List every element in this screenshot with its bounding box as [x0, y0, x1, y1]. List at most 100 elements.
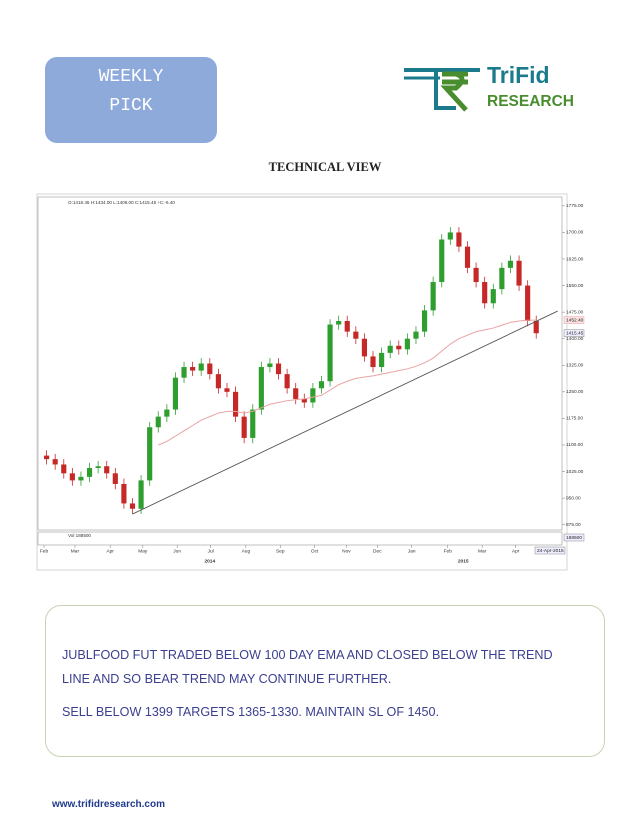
candle-body — [69, 473, 75, 481]
candle-body — [121, 483, 127, 504]
candle-body — [207, 363, 213, 375]
y-tick-label: 875.00 — [566, 522, 581, 528]
candle-body — [78, 476, 84, 481]
logo-shape — [434, 68, 456, 110]
price-tag-box — [563, 329, 585, 337]
x-tick-label: Mar — [71, 548, 80, 554]
price-tag-box — [563, 316, 585, 324]
rupee-icon — [440, 71, 468, 112]
candle-body — [413, 331, 419, 339]
y-tick-label: 1550.00 — [566, 283, 584, 289]
volume-label: Vol 188500 — [68, 533, 91, 538]
weekly-badge: WEEKLY PICK — [45, 57, 217, 143]
x-tick-label: Feb — [444, 548, 453, 554]
section-title: TECHNICAL VIEW — [268, 160, 382, 174]
footer-link: www.trifidresearch.com — [52, 799, 165, 810]
candle-body — [293, 388, 299, 399]
y-tick-label: 1700.00 — [566, 230, 584, 236]
candle-body — [104, 466, 110, 474]
date-tag: 24-Apr-2015 — [537, 548, 564, 554]
candle-body — [507, 260, 514, 268]
volume-tag: 188500 — [566, 535, 582, 541]
year-label: 2015 — [458, 558, 469, 564]
logo-tagline: RESEARCH — [487, 93, 574, 110]
candle-body — [396, 345, 402, 350]
y-tick-label: 1475.00 — [566, 309, 584, 315]
y-tick-label: 1400.00 — [566, 336, 584, 342]
year-label: 2014 — [204, 558, 215, 564]
candle-body — [190, 367, 196, 371]
candle-body — [258, 367, 264, 410]
candle-body — [198, 363, 204, 371]
price-tag: 1415.45 — [566, 330, 584, 336]
logo-name: TriFid — [487, 62, 550, 88]
candle-body — [301, 398, 307, 403]
y-tick-label: 1775.00 — [566, 203, 584, 209]
candle-body — [129, 503, 136, 509]
volume-panel — [37, 531, 563, 546]
candle-body — [275, 363, 282, 375]
candle-body — [232, 391, 239, 417]
badge-line: WEEKLY — [98, 67, 164, 87]
x-tick-label: Jun — [173, 548, 181, 554]
candle-body — [344, 320, 350, 332]
candle-body — [473, 267, 479, 283]
candle-body — [516, 260, 522, 286]
y-tick-label: 1175.00 — [566, 416, 583, 422]
candle-body — [138, 480, 144, 509]
y-tick-label: 1025.00 — [566, 469, 584, 475]
x-tick-label: Jan — [408, 548, 416, 554]
y-tick-label: 1325.00 — [566, 363, 584, 369]
candle-body — [490, 289, 496, 304]
candle-body — [499, 267, 505, 290]
candle-body — [353, 331, 359, 339]
candle-body — [533, 320, 539, 334]
candle-body — [421, 310, 428, 332]
candle-body — [95, 466, 101, 469]
x-tick-label: Feb — [40, 548, 49, 554]
ohlc-info: O:1418.45 H:1434.00 L:1406.00 C:1415.45 … — [68, 200, 175, 205]
candle-body — [52, 459, 58, 465]
x-tick-label: Apr — [512, 548, 520, 554]
candle-body — [361, 338, 368, 357]
volume-tag-box — [563, 533, 585, 542]
candle-body — [267, 363, 273, 368]
date-tag-box — [534, 546, 566, 555]
candle-body — [241, 416, 247, 438]
x-tick-label: Dec — [373, 548, 382, 554]
candle-body — [224, 388, 230, 392]
candle-body — [464, 246, 471, 268]
x-tick-label: Mar — [478, 548, 487, 554]
x-tick-label: Nov — [342, 548, 351, 554]
plot-area — [37, 196, 563, 531]
candle-body — [86, 468, 93, 477]
y-tick-label: 1625.00 — [566, 256, 584, 262]
chart: O:1418.45 H:1434.00 L:1406.00 C:1415.45 … — [36, 193, 585, 571]
price-tag: 1452.40 — [566, 317, 584, 323]
candle-body — [250, 409, 256, 438]
candle-body — [379, 352, 385, 368]
x-tick-label: May — [138, 548, 148, 554]
candle-body — [61, 464, 67, 474]
candle-body — [370, 356, 376, 368]
candle-body — [439, 239, 445, 283]
x-tick-label: Sep — [276, 548, 285, 554]
y-tick-label: 950.00 — [566, 495, 581, 501]
x-tick-label: Jul — [208, 548, 214, 554]
commentary: JUBLFOOD FUT TRADED BELOW 100 DAY EMA AN… — [62, 643, 562, 733]
commentary-box — [45, 605, 605, 757]
candle-body — [284, 374, 290, 389]
y-tick-label: 1250.00 — [566, 389, 584, 395]
x-tick-label: Oct — [311, 548, 319, 554]
candle-body — [318, 381, 325, 389]
candle-body — [112, 473, 118, 484]
candle-body — [430, 282, 436, 311]
badge-line: PICK — [109, 96, 153, 116]
chart-frame — [36, 193, 568, 571]
x-tick-label: Apr — [106, 548, 114, 554]
candle-body — [387, 345, 393, 353]
candle-body — [327, 324, 333, 382]
candle-body — [482, 282, 488, 304]
candle-body — [155, 416, 161, 428]
